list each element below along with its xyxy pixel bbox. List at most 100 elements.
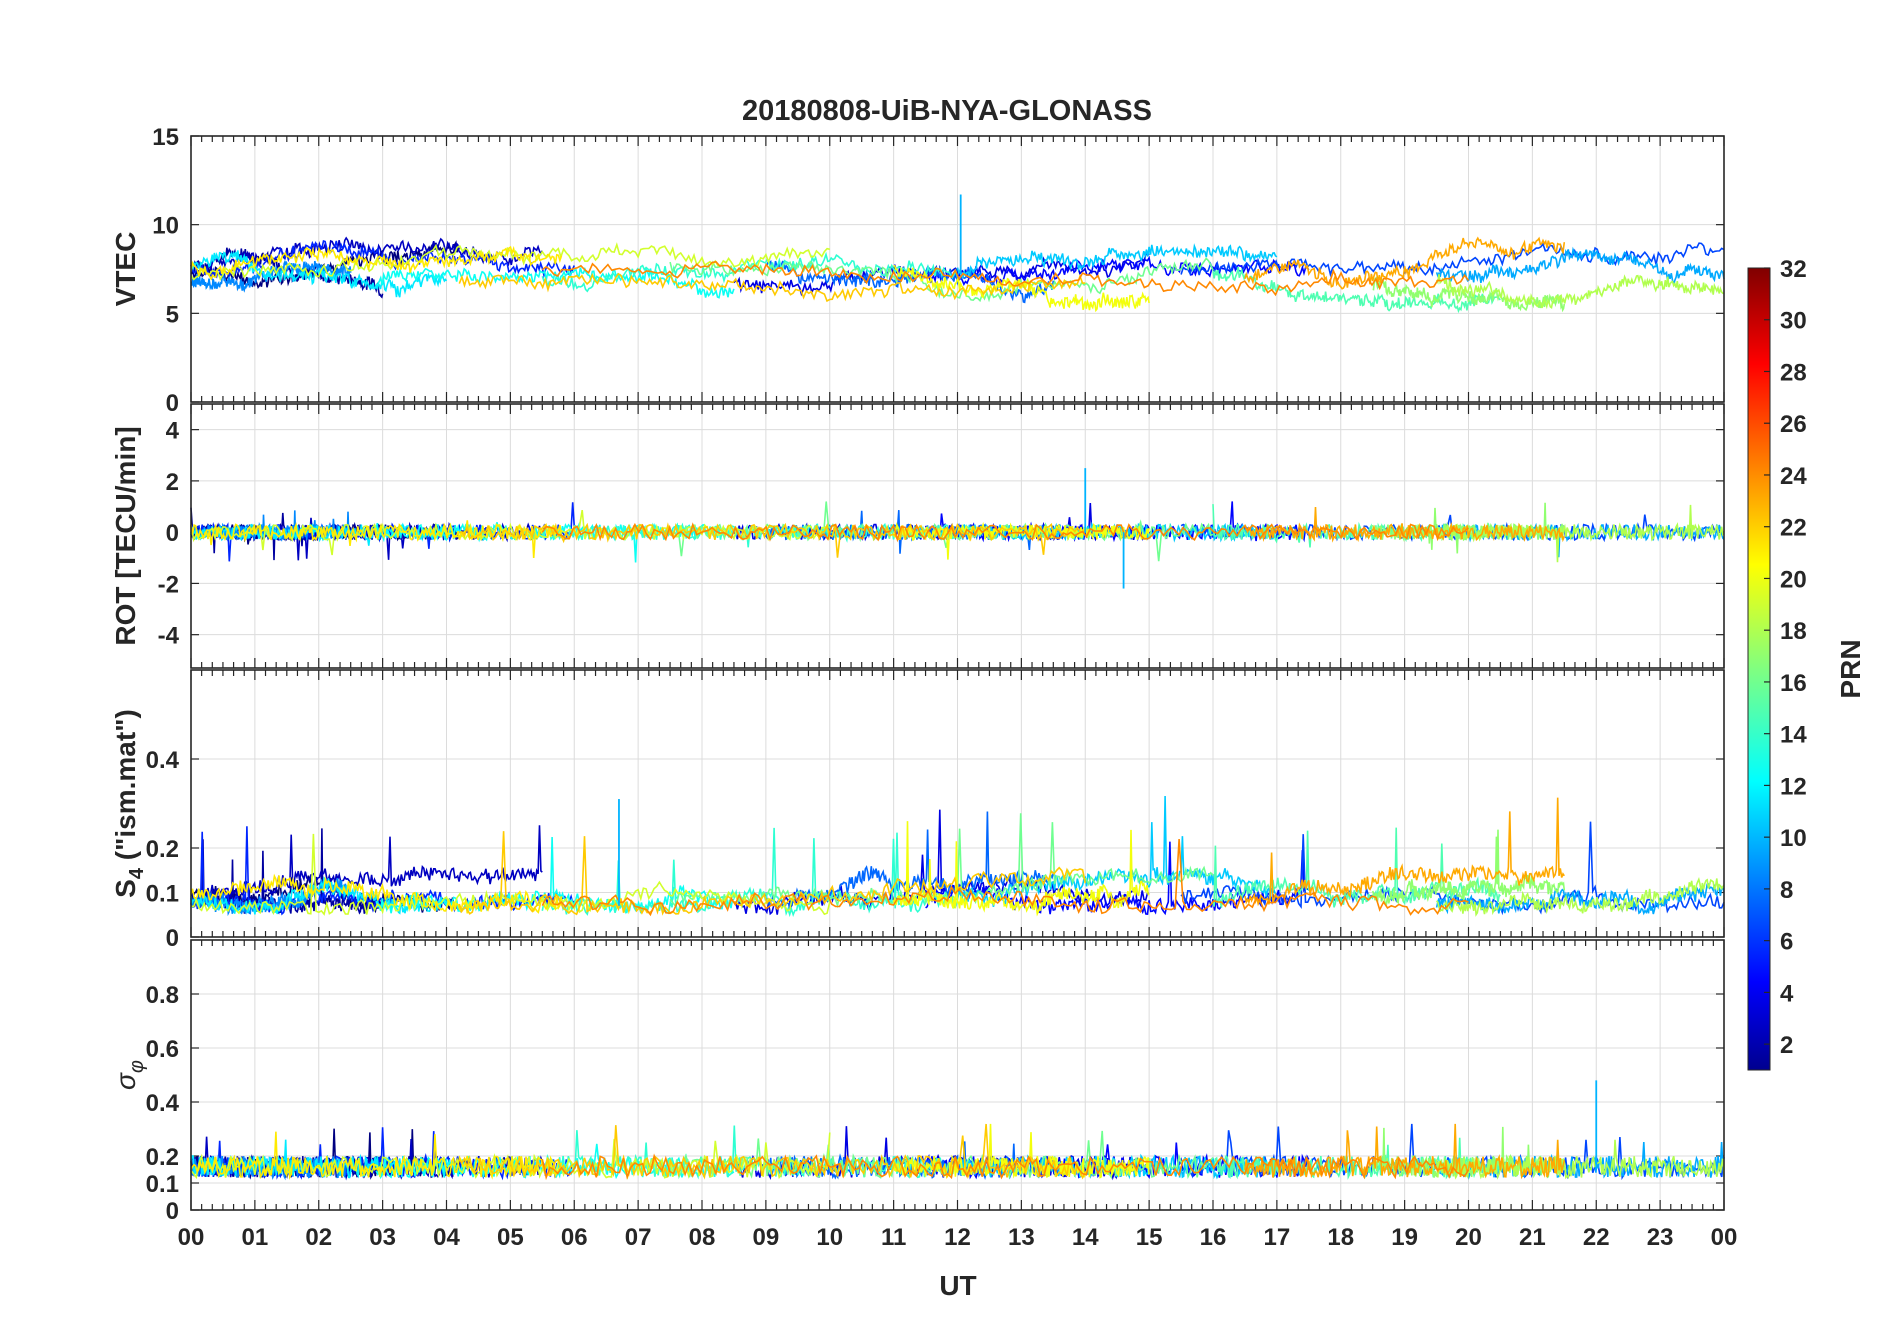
series-line-prn-24 [541, 838, 1469, 917]
series-line-prn-22 [458, 1123, 1087, 1180]
series-line-prn-21 [190, 245, 563, 281]
colorbar-tick-label: 20 [1780, 566, 1807, 593]
series-line-prn-12 [190, 250, 448, 298]
series-line-prn-7 [1180, 242, 1725, 278]
panel-frame [190, 939, 1725, 1211]
series-line-prn-24 [541, 260, 1470, 297]
series-line-prn-3 [203, 825, 543, 901]
panel-sigma: 00.10.2 0.4 0.6 0.8 σφ [110, 939, 1725, 1225]
x-tick-label: 17 [1264, 1224, 1291, 1251]
y-tick-label: 0.4 [146, 1090, 180, 1117]
colorbar-tick-label: 16 [1780, 670, 1807, 697]
series-group [190, 795, 1725, 918]
x-tick-label: 13 [1008, 1224, 1035, 1251]
x-tick-label: 19 [1391, 1224, 1418, 1251]
x-tick-label: 15 [1136, 1224, 1163, 1251]
y-tick-label: 2 [166, 469, 179, 496]
colorbar-tick-label: 10 [1780, 825, 1807, 852]
colorbar-gradient [1747, 267, 1771, 1071]
series-line-prn-18 [1435, 876, 1725, 917]
series-line-prn-15 [1212, 266, 1501, 314]
colorbar-tick-label: 26 [1780, 411, 1807, 438]
series-line-prn-18 [1435, 504, 1725, 563]
series-line-prn-11 [956, 795, 1278, 907]
series-line-prn-12 [190, 876, 448, 915]
y-axis-label: VTEC [110, 232, 141, 307]
x-tick-label: 20 [1455, 1224, 1482, 1251]
y-axis-label: S4 ("ism.mat") [110, 709, 148, 898]
panel-rot: -4 -2 0 2 4 ROT [TECU/min] [110, 403, 1725, 669]
series-line-prn-11 [956, 243, 1278, 280]
y-tick-label: 5 [166, 301, 179, 328]
x-tick-label: 22 [1583, 1224, 1610, 1251]
x-axis: 00 01 02 03 04 05 06 07 08 09 10 11 12 13 14 15 16 17 18 19… [178, 1224, 1738, 1251]
series-line-prn-19 [190, 242, 831, 282]
series-line-prn-21 [190, 520, 563, 559]
series-group [190, 468, 1725, 589]
chart-title: 20180808-UiB-NYA-GLONASS [742, 95, 1152, 127]
colorbar-tick-label: 4 [1780, 980, 1794, 1007]
colorbar-tick-label: 30 [1780, 308, 1807, 335]
x-tick-label: 10 [816, 1224, 843, 1251]
colorbar-label: PRN [1835, 639, 1866, 698]
colorbar-tick-label: 24 [1780, 463, 1807, 490]
y-tick-label: 0.1 [146, 1171, 179, 1198]
x-tick-label: 16 [1200, 1224, 1227, 1251]
series-line-prn-23 [1244, 506, 1566, 543]
x-tick-label: 09 [753, 1224, 780, 1251]
colorbar-tick-label: 22 [1780, 515, 1807, 542]
series-line-prn-22 [459, 522, 1086, 558]
series-line-prn-24 [541, 522, 1470, 543]
series-group [190, 194, 1725, 314]
y-tick-label: 0 [166, 390, 179, 417]
x-tick-label: 00 [1711, 1224, 1738, 1251]
colorbar-tick-label: 8 [1780, 877, 1793, 904]
panel-vtec: 0 5 10 15 VTEC [110, 124, 1725, 417]
colorbar-tick-label: 32 [1780, 256, 1807, 283]
series-line-prn-17 [1371, 829, 1566, 907]
y-tick-label: 0 [166, 520, 179, 547]
series-group [190, 1080, 1725, 1181]
y-tick-label: 15 [152, 124, 179, 151]
x-tick-label: 12 [944, 1224, 971, 1251]
x-tick-label: 03 [369, 1224, 396, 1251]
y-tick-label: 0 [166, 1198, 179, 1225]
x-axis-label: UT [939, 1270, 976, 1301]
x-tick-label: 02 [305, 1224, 332, 1251]
series-line-prn-20 [892, 821, 1150, 917]
x-tick-label: 18 [1327, 1224, 1354, 1251]
y-tick-label: 10 [152, 213, 179, 240]
panel-s4: 0 0.1 0.2 0.4S4 ("ism.mat") [110, 669, 1725, 952]
y-tick-label: 0.4 [146, 747, 180, 774]
x-tick-label: 01 [242, 1224, 269, 1251]
colorbar-tick-label: 14 [1780, 722, 1807, 749]
y-tick-label: 0.6 [146, 1036, 179, 1063]
y-tick-label: 4 [166, 418, 180, 445]
x-tick-label: 23 [1647, 1224, 1674, 1251]
colorbar-tick-label: 2 [1780, 1032, 1793, 1059]
series-line-prn-15 [1212, 827, 1501, 908]
y-tick-label: 0 [166, 925, 179, 952]
series-line-prn-14 [541, 1125, 959, 1180]
series-line-prn-17 [1372, 276, 1566, 313]
series-line-prn-16 [669, 257, 1214, 303]
y-tick-label: -4 [158, 623, 180, 650]
y-tick-label: 0.2 [146, 1144, 179, 1171]
colorbar-tick-label: 28 [1780, 359, 1807, 386]
series-line-prn-20 [893, 265, 1150, 313]
x-tick-label: 21 [1519, 1224, 1546, 1251]
y-tick-label: 0.8 [146, 982, 179, 1009]
series-line-prn-12 [190, 1139, 447, 1179]
x-tick-label: 00 [178, 1224, 205, 1251]
series-line-prn-18 [1435, 1139, 1725, 1180]
series-line-prn-18 [1435, 274, 1725, 310]
series-line-prn-5 [925, 255, 1310, 288]
series-line-prn-23 [1244, 236, 1566, 290]
y-tick-label: 0.2 [146, 836, 179, 863]
series-line-prn-22 [458, 272, 1086, 303]
series-line-prn-13 [375, 266, 735, 299]
